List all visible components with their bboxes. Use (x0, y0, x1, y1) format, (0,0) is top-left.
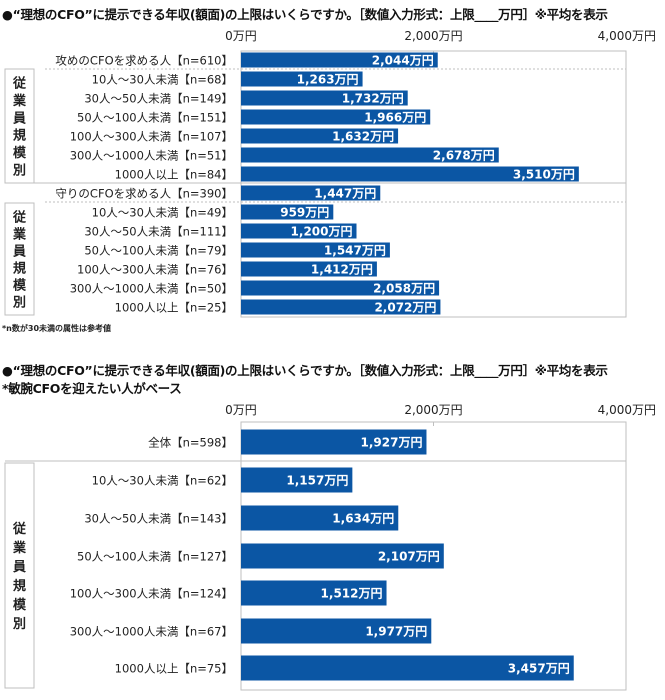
category-label: 10人～30人未満【n=62】 (92, 474, 233, 488)
category-label: 攻めのCFOを求める人【n=610】 (55, 54, 233, 68)
group-label-char: 模 (13, 278, 27, 294)
group-label-char: 員 (12, 111, 26, 126)
chart-1-note: *n数が30未満の属性は参考値 (2, 324, 112, 333)
group-label-char: 規 (13, 129, 26, 144)
bar-value-label: 2,678万円 (433, 149, 495, 163)
category-label: 50人～100人未満【n=151】 (77, 111, 233, 125)
bar (241, 71, 363, 87)
bar (241, 280, 440, 296)
x-tick-label: 0万円 (225, 403, 257, 417)
group-label-char: 規 (13, 579, 26, 594)
bar (241, 242, 390, 258)
group-label-char: 模 (13, 145, 27, 161)
category-label: 300人～1000人未満【n=51】 (70, 149, 233, 163)
bar-value-label: 1,263万円 (297, 73, 359, 87)
bar (241, 52, 438, 68)
bar (241, 543, 444, 569)
bar-value-label: 1,512万円 (321, 587, 383, 601)
bar-value-label: 2,107万円 (378, 550, 440, 564)
group-label-char: 業 (12, 540, 27, 556)
bar (241, 109, 431, 125)
bar (241, 128, 399, 144)
chart-2-subtitle: *敏腕CFOを迎えたい人がベース (2, 381, 182, 396)
group-label-char: 従 (12, 521, 26, 537)
bar (241, 204, 334, 220)
category-label: 10人～30人未満【n=68】 (92, 73, 233, 87)
category-label: 10人～30人未満【n=49】 (92, 206, 233, 220)
group-label-char: 員 (12, 560, 26, 575)
bar-value-label: 959万円 (280, 206, 329, 220)
group-label-char: 別 (12, 296, 26, 311)
bar (241, 261, 377, 277)
bar (241, 166, 579, 182)
category-label: 50人～100人未満【n=79】 (84, 244, 233, 258)
x-tick-label: 2,000万円 (404, 403, 462, 417)
group-label-char: 業 (12, 93, 27, 109)
bar-value-label: 1,157万円 (286, 474, 348, 488)
bar (241, 90, 408, 106)
group-label-char: 業 (12, 227, 27, 243)
bar-value-label: 1,966万円 (364, 111, 426, 125)
category-label: 100人～300人未満【n=107】 (70, 130, 233, 144)
group-label-char: 員 (12, 245, 26, 260)
bar (241, 467, 353, 493)
group-label-char: 別 (12, 163, 26, 178)
group-label-char: 従 (12, 210, 26, 226)
category-label: 1000人以上【n=75】 (115, 662, 233, 676)
bar-value-label: 1,732万円 (342, 92, 404, 106)
chart-2-title: ●“理想のCFO”に提示できる年収(額面)の上限はいくらですか。［数値入力形式：… (2, 363, 608, 378)
group-label-char: 別 (12, 617, 26, 632)
bar (241, 223, 357, 239)
chart-1-title: ●“理想のCFO”に提示できる年収(額面)の上限はいくらですか。［数値入力形式：… (2, 7, 608, 22)
x-tick-label: 2,000万円 (404, 29, 462, 43)
bar-value-label: 3,457万円 (508, 662, 570, 676)
category-label: 50人～100人未満【n=127】 (77, 550, 233, 564)
group-label-char: 規 (13, 262, 26, 277)
group-label-char: 模 (13, 597, 27, 613)
category-label: 300人～1000人未満【n=67】 (70, 625, 233, 639)
category-label: 30人～50人未満【n=111】 (84, 225, 233, 239)
bar-value-label: 1,447万円 (314, 187, 376, 201)
category-label: 100人～300人未満【n=124】 (70, 587, 233, 601)
category-label: 全体【n=598】 (148, 436, 233, 450)
bar (241, 580, 387, 606)
bar-value-label: 1,977万円 (365, 625, 427, 639)
bar-value-label: 3,510万円 (513, 168, 575, 182)
bar (241, 299, 441, 315)
group-box (4, 202, 35, 316)
bar-value-label: 1,412万円 (311, 263, 373, 277)
x-tick-label: 0万円 (225, 29, 257, 43)
bar-value-label: 1,547万円 (324, 244, 386, 258)
bar (241, 429, 427, 455)
bar (241, 505, 399, 531)
category-label: 30人～50人未満【n=149】 (84, 92, 233, 106)
bar (241, 655, 574, 681)
x-tick-label: 4,000万円 (598, 29, 656, 43)
bar-value-label: 1,200万円 (291, 225, 353, 239)
category-label: 1000人以上【n=84】 (115, 168, 233, 182)
bar-value-label: 1,632万円 (332, 130, 394, 144)
bar-value-label: 1,927万円 (361, 436, 423, 450)
bar-value-label: 1,634万円 (332, 512, 394, 526)
bar (241, 185, 381, 201)
category-label: 30人～50人未満【n=143】 (84, 512, 233, 526)
bar-value-label: 2,058万円 (373, 282, 435, 296)
category-label: 300人～1000人未満【n=50】 (70, 282, 233, 296)
bar-value-label: 2,072万円 (374, 301, 436, 315)
group-label-char: 従 (12, 76, 26, 92)
group-box (4, 68, 35, 184)
bar (241, 618, 432, 644)
bar-value-label: 2,044万円 (372, 54, 434, 68)
group-box (4, 462, 35, 689)
category-label: 1000人以上【n=25】 (115, 301, 233, 315)
bar (241, 147, 499, 163)
category-label: 守りのCFOを求める人【n=390】 (55, 187, 233, 201)
category-label: 100人～300人未満【n=76】 (77, 263, 233, 277)
x-tick-label: 4,000万円 (598, 403, 656, 417)
